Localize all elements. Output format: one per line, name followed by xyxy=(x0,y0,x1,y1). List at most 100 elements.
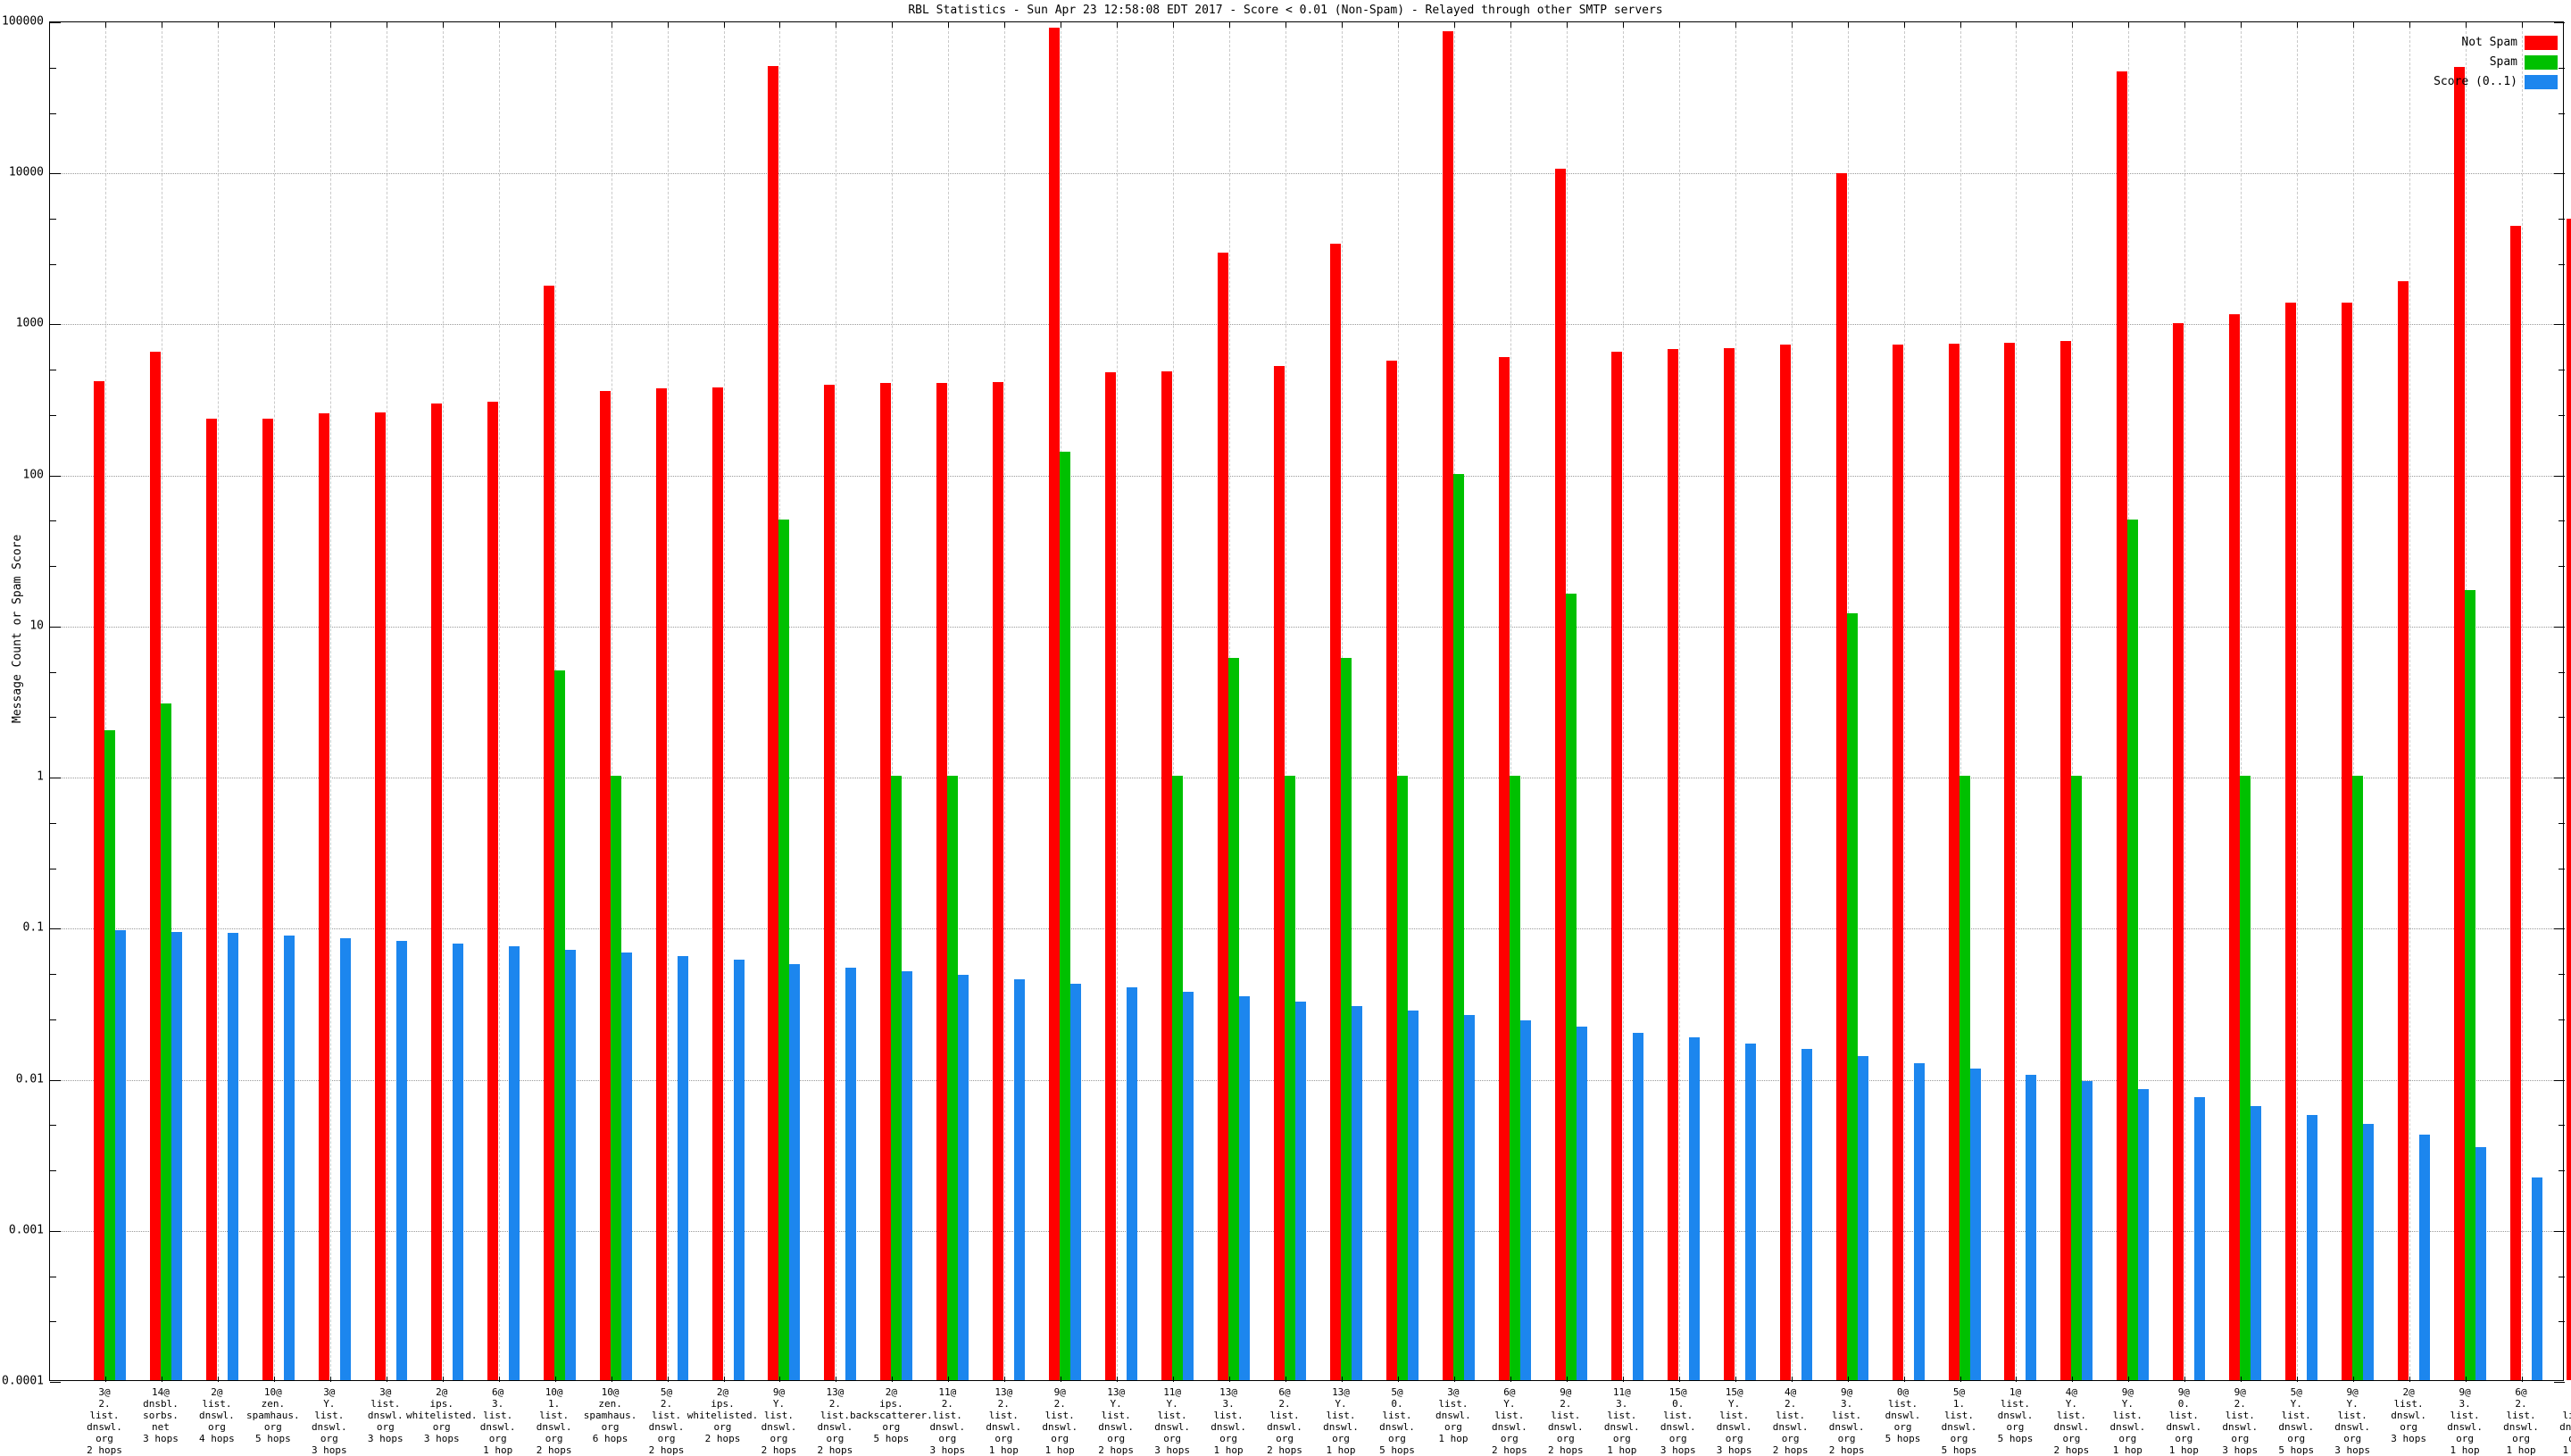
x-tic xyxy=(217,22,219,28)
not-spam-bar xyxy=(149,352,161,1380)
score-0-1--bar xyxy=(2082,1081,2093,1380)
x-tic xyxy=(1622,22,1624,28)
not-spam-bar xyxy=(374,412,386,1380)
not-spam-bar xyxy=(1835,172,1847,1380)
y-minor-tic xyxy=(50,218,56,220)
x-tic xyxy=(779,22,781,28)
not-spam-bar xyxy=(1610,352,1622,1380)
y-major-tic xyxy=(50,475,61,477)
spam-bar xyxy=(1565,594,1577,1380)
score-0-1--bar xyxy=(2475,1146,2487,1380)
x-tic xyxy=(1510,22,1511,28)
x-gridline xyxy=(723,22,725,1380)
x-tic xyxy=(217,1377,219,1382)
x-gridline xyxy=(2353,22,2355,1380)
x-tic xyxy=(1735,22,1736,28)
x-gridline xyxy=(498,22,500,1380)
x-tic xyxy=(2466,1377,2467,1382)
x-tic xyxy=(554,22,556,28)
not-spam-bar xyxy=(2229,314,2241,1380)
legend-label: Not Spam xyxy=(2461,36,2517,49)
not-spam-bar xyxy=(1948,343,1959,1380)
x-gridline xyxy=(105,22,106,1380)
y-major-tic xyxy=(50,626,61,628)
y-minor-tic xyxy=(2559,974,2565,976)
x-gridline xyxy=(2016,22,2018,1380)
not-spam-bar xyxy=(1498,357,1510,1380)
x-tic xyxy=(329,1377,331,1382)
x-tic xyxy=(1791,1377,1793,1382)
not-spam-bar xyxy=(543,286,554,1380)
y-gridline xyxy=(50,475,2563,477)
x-tic xyxy=(1342,1377,1343,1382)
y-minor-tic xyxy=(50,112,56,114)
spam-bar xyxy=(778,519,790,1380)
x-category-label: 9@ 3. list. dnswl. org 2 hops xyxy=(1828,1386,1865,1456)
legend-swatch-score-0-1- xyxy=(2525,74,2558,89)
x-category-label: 2@ ips. whitelisted. org 2 hops xyxy=(686,1386,759,1444)
not-spam-bar xyxy=(1049,27,1061,1380)
y-minor-tic xyxy=(2559,218,2565,220)
y-gridline xyxy=(50,324,2563,326)
y-major-tic xyxy=(2554,1230,2565,1232)
spam-bar xyxy=(2465,589,2476,1380)
x-gridline xyxy=(2297,22,2299,1380)
x-tic xyxy=(442,22,444,28)
x-category-label: 13@ 2. list. dnswl. org 2 hops xyxy=(817,1386,853,1456)
y-minor-tic xyxy=(2559,414,2565,416)
x-category-label: 11@ 3. list. dnswl. org 1 hop xyxy=(1603,1386,1640,1456)
x-gridline xyxy=(2184,22,2186,1380)
not-spam-bar xyxy=(1667,348,1678,1380)
spam-bar xyxy=(553,670,565,1380)
plot-area: Not Spam Spam Score (0..1) xyxy=(49,21,2571,1383)
x-gridline xyxy=(1678,22,1680,1380)
y-minor-tic xyxy=(50,671,56,673)
legend-row: Not Spam xyxy=(2434,35,2558,50)
legend-row: Spam xyxy=(2434,54,2558,70)
not-spam-bar xyxy=(824,384,836,1380)
x-tic xyxy=(2072,1377,2074,1382)
x-tic xyxy=(1229,1377,1231,1382)
x-tic xyxy=(329,22,331,28)
not-spam-bar xyxy=(2567,218,2571,1380)
x-category-label: 6@ Y. list. dnswl. org 2 hops xyxy=(1491,1386,1527,1456)
x-tic xyxy=(2241,1377,2242,1382)
legend-row: Score (0..1) xyxy=(2434,74,2558,89)
x-tic xyxy=(2128,1377,2130,1382)
x-tic xyxy=(2016,1377,2018,1382)
score-0-1--bar xyxy=(1688,1037,1700,1380)
x-category-label: 2@ ips. backscatterer. org 5 hops xyxy=(850,1386,933,1444)
x-tic xyxy=(2522,22,2524,28)
score-0-1--bar xyxy=(1744,1043,1756,1380)
x-tic xyxy=(1510,1377,1511,1382)
x-tic xyxy=(2297,22,2299,28)
spam-bar xyxy=(891,776,903,1380)
score-0-1--bar xyxy=(845,967,857,1380)
score-0-1--bar xyxy=(1295,1002,1307,1380)
x-tic xyxy=(1453,22,1455,28)
not-spam-bar xyxy=(768,65,779,1380)
not-spam-bar xyxy=(2117,71,2128,1380)
score-0-1--bar xyxy=(1913,1063,1925,1380)
x-tic xyxy=(2241,22,2242,28)
y-minor-tic xyxy=(50,67,56,69)
y-major-tic xyxy=(50,1079,61,1081)
x-tic xyxy=(2353,1377,2355,1382)
y-tick-label: 0.0001 xyxy=(2,1374,44,1388)
score-0-1--bar xyxy=(1014,979,1026,1380)
not-spam-bar xyxy=(1274,365,1286,1380)
score-0-1--bar xyxy=(1857,1055,1868,1380)
x-tic xyxy=(1566,1377,1568,1382)
x-gridline xyxy=(892,22,894,1380)
x-category-label: 3@ 2. list. dnswl. org 2 hops xyxy=(87,1386,122,1456)
y-major-tic xyxy=(2554,324,2565,326)
not-spam-bar xyxy=(1442,30,1453,1380)
spam-bar xyxy=(2352,776,2364,1380)
x-category-label: 0@ list. dnswl. org 5 hops xyxy=(1885,1386,1921,1444)
score-0-1--bar xyxy=(1519,1020,1531,1380)
spam-bar xyxy=(1959,776,1970,1380)
x-tic xyxy=(1397,22,1399,28)
x-tic xyxy=(1791,22,1793,28)
y-tick-label: 0.001 xyxy=(8,1223,44,1237)
x-tic xyxy=(1004,22,1006,28)
